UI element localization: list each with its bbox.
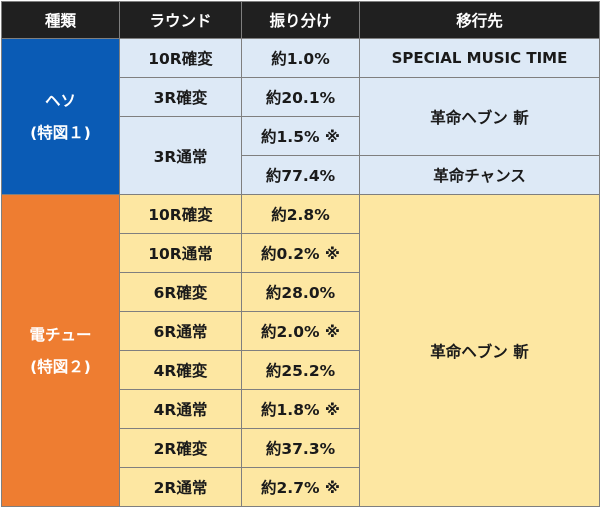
table-row: ヘソ (特図１) 10R確変 約1.0% SPECIAL MUSIC TIME (1, 38, 600, 195)
round-cell: 10R確変 (119, 38, 242, 78)
rate-cell: 約1.0% (241, 38, 360, 78)
table-row: 電チュー (特図２) 10R確変 約2.8% 革命ヘブン 斬 (1, 194, 600, 507)
table-row: 3R確変 約20.1% 革命ヘブン 斬 (2, 77, 600, 156)
header-row: 種類 ラウンド 振り分け 移行先 (1, 1, 600, 39)
header-rate: 振り分け (241, 1, 360, 39)
round-cell: 6R確変 (119, 272, 242, 312)
rate-cell: 約25.2% (241, 350, 360, 390)
category-sub: (特図２) (30, 357, 91, 376)
table-row: 約77.4% 革命チャンス (2, 155, 600, 195)
table-row: 10R通常 約0.2% ※ (2, 233, 600, 273)
rate-cell: 約2.7% ※ (241, 467, 360, 507)
table-row: 3R通常 約1.5% ※ (2, 116, 600, 195)
round-cell: 4R確変 (119, 350, 242, 390)
round-cell: 10R確変 (119, 194, 242, 234)
category-name: ヘソ (44, 91, 76, 110)
rate-cell: 約2.8% (241, 194, 360, 234)
round-cell: 4R通常 (119, 389, 242, 429)
rate-cell: 約2.0% ※ (241, 311, 360, 351)
rate-cell: 約28.0% (241, 272, 360, 312)
category-sub: (特図１) (30, 123, 91, 142)
header-round: ラウンド (119, 1, 242, 39)
header-destination: 移行先 (359, 1, 600, 39)
destination-cell: 革命チャンス (359, 155, 600, 195)
rate-cell: 約37.3% (241, 428, 360, 468)
category-denchu: 電チュー (特図２) (1, 194, 120, 507)
round-cell: 3R確変 (119, 77, 242, 117)
table-row: 2R確変 約37.3% (2, 428, 600, 468)
table-row: 6R確変 約28.0% (2, 272, 600, 312)
category-name: 電チュー (29, 325, 92, 344)
rate-cell: 約1.8% ※ (241, 389, 360, 429)
header-type: 種類 (1, 1, 120, 39)
destination-cell: 革命ヘブン 斬 (359, 77, 600, 156)
rate-cell: 約20.1% (241, 77, 360, 117)
table-row: 6R通常 約2.0% ※ (2, 311, 600, 351)
table-row: 2R通常 約2.7% ※ (2, 467, 600, 507)
rate-cell: 約0.2% ※ (241, 233, 360, 273)
round-cell: 2R確変 (119, 428, 242, 468)
category-heso: ヘソ (特図１) (1, 38, 120, 195)
round-cell: 3R通常 (119, 116, 242, 195)
rate-cell: 約77.4% (241, 155, 360, 195)
round-cell: 10R通常 (119, 233, 242, 273)
table-row: 4R確変 約25.2% (2, 350, 600, 390)
destination-cell: SPECIAL MUSIC TIME (359, 38, 600, 78)
round-cell: 6R通常 (119, 311, 242, 351)
round-cell: 2R通常 (119, 467, 242, 507)
rate-cell: 約1.5% ※ (241, 116, 360, 156)
destination-cell: 革命ヘブン 斬 (359, 194, 600, 507)
